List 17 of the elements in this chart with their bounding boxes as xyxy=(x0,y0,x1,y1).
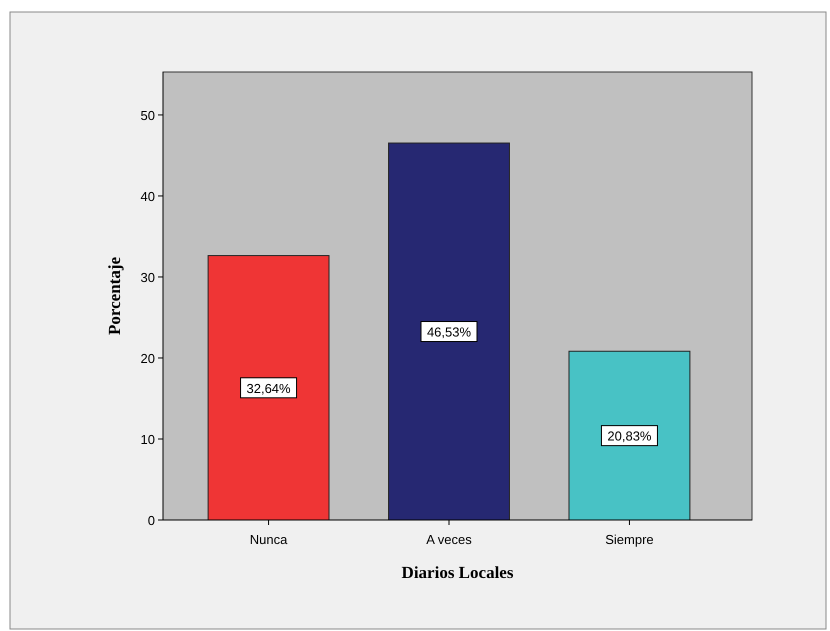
y-tick-label: 20 xyxy=(140,350,155,366)
data-label: 20,83% xyxy=(607,428,652,444)
x-tick-label: Siempre xyxy=(605,532,654,547)
y-tick-label: 30 xyxy=(140,270,155,285)
y-tick-label: 40 xyxy=(140,188,155,204)
y-axis-title: Porcentaje xyxy=(105,256,124,336)
bar xyxy=(568,350,690,520)
y-tick-label: 0 xyxy=(148,513,155,528)
bar xyxy=(208,255,330,520)
x-tick-label: A veces xyxy=(426,532,472,547)
x-axis-title: Diarios Locales xyxy=(402,563,514,582)
data-label: 46,53% xyxy=(426,324,472,340)
bar xyxy=(388,142,510,520)
y-tick-label: 10 xyxy=(140,432,155,447)
y-tick-label: 50 xyxy=(140,108,155,123)
x-tick-label: Nunca xyxy=(250,532,288,547)
data-label: 32,64% xyxy=(246,380,292,396)
